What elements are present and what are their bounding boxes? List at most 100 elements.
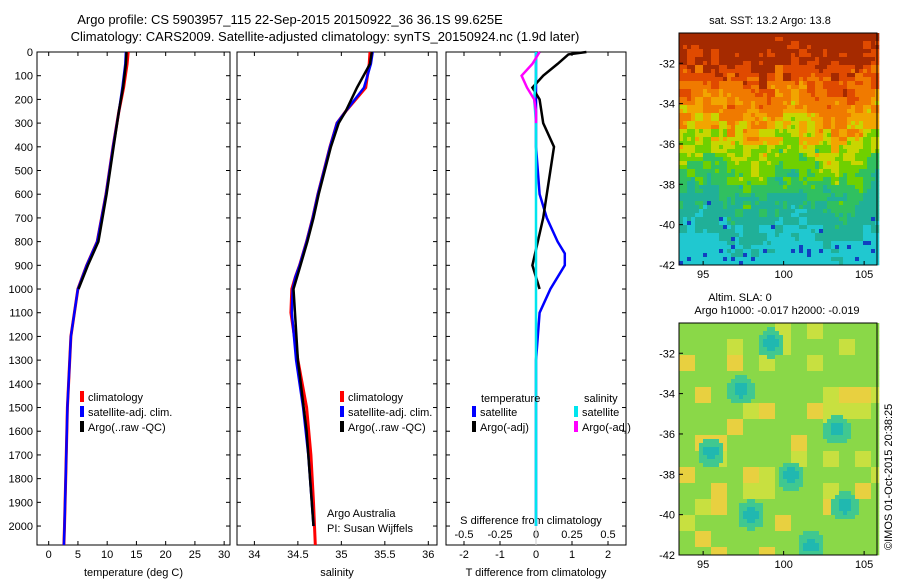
sst-map-raster-cell <box>711 45 715 49</box>
sst-map-raster-cell <box>759 69 763 73</box>
sst-map-raster-cell <box>715 57 719 61</box>
depth-tick-label: 300 <box>15 118 33 130</box>
sla-map-raster-cell <box>751 467 755 471</box>
sst-map-raster-cell <box>843 45 847 49</box>
sst-map-raster-cell <box>743 37 747 41</box>
sla-map-raster-cell <box>871 387 875 391</box>
sst-map-raster-cell <box>715 129 719 133</box>
sst-map-raster-cell <box>831 165 835 169</box>
sla-map-raster-cell <box>755 387 759 391</box>
sla-map-raster-cell <box>859 451 863 455</box>
sst-map-raster-cell <box>791 229 795 233</box>
sla-map-raster-cell <box>679 435 683 439</box>
sla-map-raster-cell <box>743 355 747 359</box>
sla-map-raster-cell <box>827 383 831 387</box>
sst-map-raster-cell <box>827 81 831 85</box>
sla-map-raster-cell <box>791 347 795 351</box>
sla-map-raster-cell <box>867 403 871 407</box>
sst-map-raster-cell <box>771 61 775 65</box>
sst-map-raster-cell <box>751 73 755 77</box>
sst-map-raster-cell <box>799 41 803 45</box>
sla-map-raster-cell <box>763 411 767 415</box>
sla-map-raster-cell <box>719 403 723 407</box>
sst-map-raster-cell <box>815 133 819 137</box>
sst-map-raster-cell <box>799 129 803 133</box>
sst-map-raster-cell <box>827 193 831 197</box>
sst-map-raster-cell <box>863 221 867 225</box>
sla-map-raster-cell <box>711 347 715 351</box>
sst-map-raster-cell <box>851 57 855 61</box>
sla-map-raster-cell <box>835 395 839 399</box>
sla-map-raster-cell <box>839 327 843 331</box>
sla-map-raster-cell <box>735 439 739 443</box>
sla-map-raster-cell <box>703 351 707 355</box>
sst-map-raster-cell <box>771 133 775 137</box>
sla-map-raster-cell <box>739 411 743 415</box>
sla-map-raster-cell <box>743 439 747 443</box>
sst-map-raster-cell <box>723 193 727 197</box>
sst-map-raster-cell <box>835 117 839 121</box>
sla-map-raster-cell <box>835 455 839 459</box>
sst-map-raster-cell <box>739 129 743 133</box>
sla-map-raster-cell <box>851 459 855 463</box>
sst-map-raster-cell <box>703 157 707 161</box>
sst-map-raster-cell <box>735 225 739 229</box>
sst-map-raster-cell <box>679 169 683 173</box>
sst-map-raster-cell <box>687 141 691 145</box>
sla-map-raster-cell <box>683 459 687 463</box>
sst-map-raster-cell <box>775 109 779 113</box>
sla-map-raster-cell <box>687 391 691 395</box>
sst-map-raster-cell <box>679 97 683 101</box>
sst-map-raster-cell <box>843 53 847 57</box>
sst-map-raster-cell <box>871 249 875 253</box>
sla-map-raster-cell <box>771 367 775 371</box>
sla-map-raster-cell <box>735 371 739 375</box>
sla-map-raster-cell <box>699 391 703 395</box>
sla-map-raster-cell <box>795 335 799 339</box>
sla-map-raster-cell <box>855 411 859 415</box>
sst-map-raster-cell <box>819 77 823 81</box>
sst-map-raster-cell <box>803 237 807 241</box>
sst-map-raster-cell <box>871 85 875 89</box>
sla-map-raster-cell <box>723 323 727 327</box>
sst-map-raster-cell <box>751 225 755 229</box>
sla-map-raster-cell <box>811 343 815 347</box>
sst-map-raster-cell <box>867 213 871 217</box>
sla-map-raster-cell <box>719 347 723 351</box>
sla-map-raster-cell <box>723 395 727 399</box>
sla-map-raster-cell <box>855 463 859 467</box>
sst-map-raster-cell <box>827 213 831 217</box>
sst-map-raster-cell <box>747 57 751 61</box>
sst-map-raster-cell <box>839 217 843 221</box>
sst-map-raster-cell <box>735 229 739 233</box>
sla-map-raster-cell <box>707 355 711 359</box>
sla-map-raster-cell <box>755 411 759 415</box>
sst-map-raster-cell <box>767 185 771 189</box>
sla-map-raster-cell <box>687 451 691 455</box>
sst-map-raster-cell <box>783 225 787 229</box>
sst-map-raster-cell <box>715 181 719 185</box>
sla-map-raster-cell <box>727 407 731 411</box>
sla-map-raster-cell <box>747 363 751 367</box>
sla-map-raster-cell <box>751 339 755 343</box>
temperature-legend-label: Argo(..raw -QC) <box>88 422 166 434</box>
sst-map-raster-cell <box>823 157 827 161</box>
sst-map-raster-cell <box>703 177 707 181</box>
sst-map-raster-cell <box>839 125 843 129</box>
sst-map-raster-cell <box>755 217 759 221</box>
sla-map-raster-cell <box>811 411 815 415</box>
sst-map-raster-cell <box>743 245 747 249</box>
sla-map-raster-cell <box>787 347 791 351</box>
sst-map-raster-cell <box>851 113 855 117</box>
sla-map-raster-cell <box>871 411 875 415</box>
sst-map-raster-cell <box>835 101 839 105</box>
sst-map-raster-cell <box>815 169 819 173</box>
sla-map-raster-cell <box>727 423 731 427</box>
sst-map-raster-cell <box>715 109 719 113</box>
sst-map-raster-cell <box>847 205 851 209</box>
sla-map-raster-cell <box>795 435 799 439</box>
sla-map-raster-cell <box>819 335 823 339</box>
sla-map-raster-cell <box>707 351 711 355</box>
sst-map-raster-cell <box>735 253 739 257</box>
